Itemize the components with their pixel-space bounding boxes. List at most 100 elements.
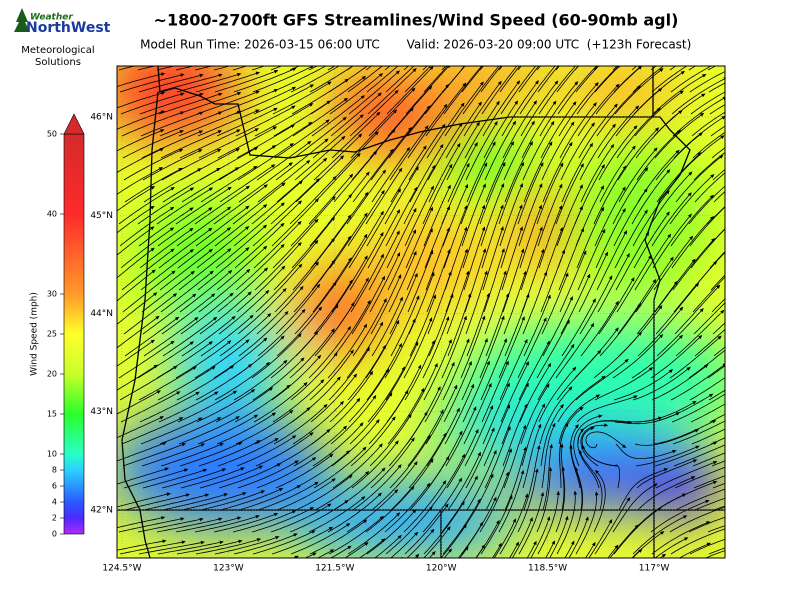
streamline-arrow [730,415,735,420]
streamline-arrow [790,442,795,447]
streamline-arrow [682,29,687,34]
streamline-arrow [758,287,763,292]
streamline [747,541,800,554]
streamline-arrow [728,546,733,551]
streamline [749,109,800,136]
streamline [122,586,187,599]
colorbar-tick-label: 2 [52,514,57,523]
streamline-arrow [295,576,300,581]
streamline [748,394,800,422]
streamline [731,125,788,158]
streamline-arrow [795,203,800,208]
streamline-arrow [774,201,779,206]
streamline [728,538,792,554]
streamline [731,268,780,312]
streamline-arrow [768,511,773,515]
title: ~1800-2700ft GFS Streamlines/Wind Speed … [154,11,679,30]
streamline-arrow [345,58,350,63]
streamline [748,563,800,576]
streamline-arrow [743,117,748,122]
streamline-arrow [753,219,758,224]
streamline-arrow [164,583,169,587]
colorbar-tick-label: 25 [47,330,57,339]
streamline-arrow [199,54,204,58]
streamline-arrow [221,583,226,587]
streamline-arrow [732,175,737,180]
streamline [732,144,787,180]
streamline-arrow [754,178,759,183]
x-tick-label: 117°W [639,564,670,574]
streamline [274,571,334,598]
streamline-arrow [790,558,795,562]
streamline-arrow [180,53,185,57]
streamline [746,185,799,224]
colorbar-tick-label: 8 [52,466,57,475]
streamline [752,496,800,511]
streamline-arrow [732,217,737,222]
streamline-arrow [724,56,729,61]
colorbar-tick-label: 30 [47,290,57,299]
streamline-arrow [793,491,798,495]
streamline-arrow [758,337,763,342]
streamline-arrow [727,389,732,394]
streamline [730,418,791,444]
streamline [710,557,773,577]
streamline-arrow [556,59,561,64]
x-tick-label: 124.5°W [102,564,141,574]
streamline [752,318,800,356]
colorbar-tick-label: 40 [47,210,57,219]
x-tick-label: 118.5°W [528,564,567,574]
streamline-arrow [751,439,756,444]
streamline [198,583,262,598]
streamline-arrow [745,59,750,64]
streamline-arrow [750,572,755,577]
streamline [727,48,789,70]
streamline [616,554,665,598]
streamline [749,584,800,598]
logo-brand-bottom: NorthWest [26,20,111,36]
streamline-arrow [397,49,402,54]
streamline [747,368,800,400]
streamline-arrow [785,123,790,128]
streamline-arrow [775,180,780,185]
streamline-arrow [255,51,260,56]
streamline-arrow [737,335,742,340]
streamline-arrow [774,489,779,493]
streamline-arrow [748,507,753,512]
wind-field [100,18,800,598]
streamline [748,90,800,114]
colorbar-tick-label: 6 [52,482,57,491]
y-tick-label: 44°N [90,309,113,319]
streamline [746,51,800,70]
streamline-arrow [481,60,486,65]
streamline [749,248,800,290]
streamline [752,166,800,202]
streamline-arrow [748,414,753,419]
streamline-arrow [769,533,774,537]
streamline-arrow [765,63,770,68]
streamline-arrow [745,388,750,393]
streamline [673,569,732,598]
streamline-arrow [240,582,245,587]
streamline [729,87,789,114]
streamline [733,164,787,202]
colorbar-tick-label: 4 [52,498,57,507]
x-tick-label: 123°W [213,564,244,574]
streamline [369,555,419,599]
streamline-arrow [744,98,749,103]
streamline-arrow [724,36,729,41]
streamline-arrow [728,525,733,530]
streamline [103,585,168,598]
streamline-arrow [765,82,770,87]
streamline-arrow [742,362,747,367]
streamline-arrow [218,53,223,57]
streamline-arrow [790,579,795,583]
logo: Weather NorthWest Meteorological Solutio… [14,8,111,68]
streamline [733,316,785,356]
colorbar-scale [64,134,84,534]
streamline-arrow [259,581,264,586]
streamline-arrow [786,46,791,50]
streamline-arrow [365,562,370,567]
y-tick-label: 45°N [90,211,113,221]
valid-time: Valid: 2026-03-20 09:00 UTC (+123h Forec… [407,38,692,52]
